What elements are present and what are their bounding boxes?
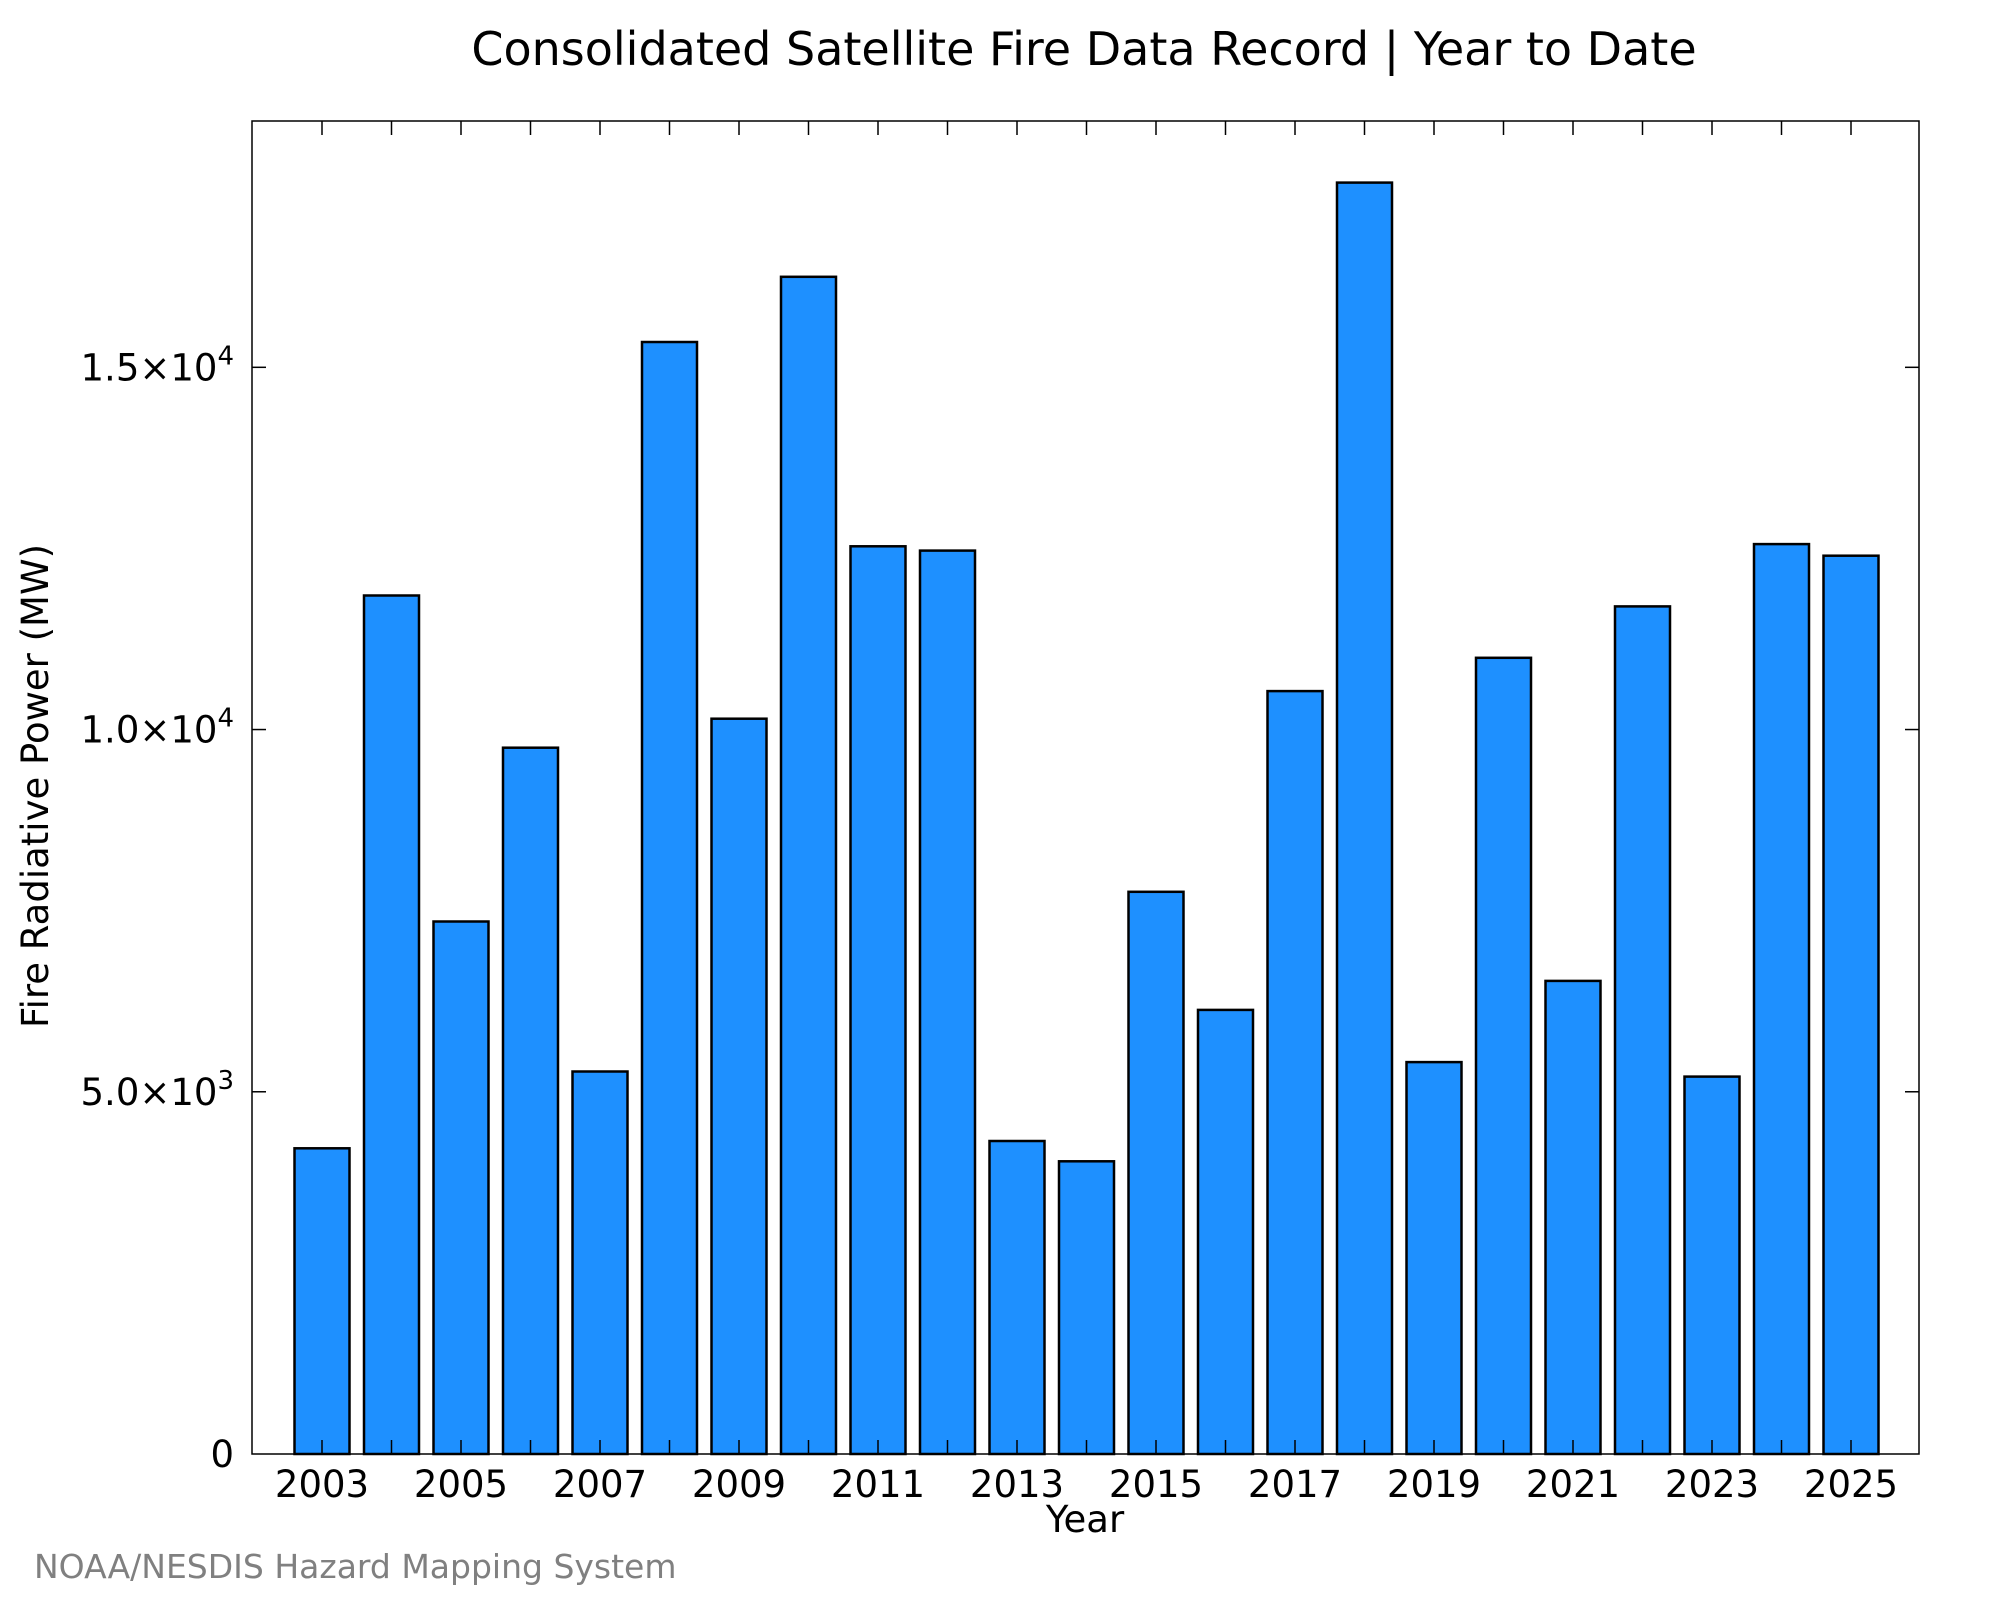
x-tick-label-2007: 2007 xyxy=(553,1463,647,1506)
bar-2006 xyxy=(501,746,560,1456)
bar-2007 xyxy=(571,1070,629,1456)
bar-2022 xyxy=(1613,605,1672,1456)
bar-2015 xyxy=(1127,890,1185,1456)
x-tick-label-2013: 2013 xyxy=(970,1463,1064,1506)
x-tick-label-2003: 2003 xyxy=(275,1463,369,1506)
bar-2013 xyxy=(988,1139,1046,1456)
bar-2017 xyxy=(1266,689,1324,1456)
bar-2003 xyxy=(293,1147,351,1456)
x-tick-label-2025: 2025 xyxy=(1804,1463,1898,1506)
bar-2023 xyxy=(1683,1075,1741,1456)
bar-2009 xyxy=(710,717,768,1456)
y-tick-label-2: 1.0×104 xyxy=(81,704,234,752)
bar-2021 xyxy=(1544,979,1602,1456)
bar-2018 xyxy=(1335,181,1394,1456)
x-tick-label-2021: 2021 xyxy=(1526,1463,1620,1506)
bar-2025 xyxy=(1822,554,1880,1456)
bar-2008 xyxy=(640,340,699,1456)
x-tick-label-2011: 2011 xyxy=(831,1463,925,1506)
x-tick-label-2017: 2017 xyxy=(1248,1463,1342,1506)
y-tick-label-3: 1.5×104 xyxy=(81,341,234,389)
bar-2020 xyxy=(1474,656,1533,1456)
bar-2005 xyxy=(432,920,490,1456)
x-axis-label: Year xyxy=(1045,1498,1125,1541)
bars xyxy=(293,181,1880,1456)
y-tick-label-0: 0 xyxy=(210,1433,234,1476)
x-tick-label-2015: 2015 xyxy=(1109,1463,1203,1506)
bar-2024 xyxy=(1752,542,1811,1456)
x-tick-label-2009: 2009 xyxy=(692,1463,786,1506)
x-tick-label-2023: 2023 xyxy=(1665,1463,1759,1506)
plot-frame xyxy=(251,120,1920,1455)
bar-2004 xyxy=(362,594,421,1456)
bar-2012 xyxy=(918,549,977,1456)
bar-2010 xyxy=(779,275,838,1456)
bar-2016 xyxy=(1196,1008,1255,1456)
credit-text: NOAA/NESDIS Hazard Mapping System xyxy=(34,1547,677,1586)
x-tick-label-2019: 2019 xyxy=(1387,1463,1481,1506)
chart-title: Consolidated Satellite Fire Data Record … xyxy=(471,22,1696,77)
y-axis-label: Fire Radiative Power (MW) xyxy=(14,544,57,1028)
bar-2014 xyxy=(1057,1160,1116,1456)
bar-2019 xyxy=(1405,1060,1463,1456)
axis-ticks: 2003 2005 2007 2009 2011 2013 2015 2017 2019 2021… xyxy=(81,121,1919,1506)
bar-2011 xyxy=(849,545,907,1456)
x-tick-label-2005: 2005 xyxy=(414,1463,508,1506)
y-tick-label-1: 5.0×103 xyxy=(81,1066,234,1114)
